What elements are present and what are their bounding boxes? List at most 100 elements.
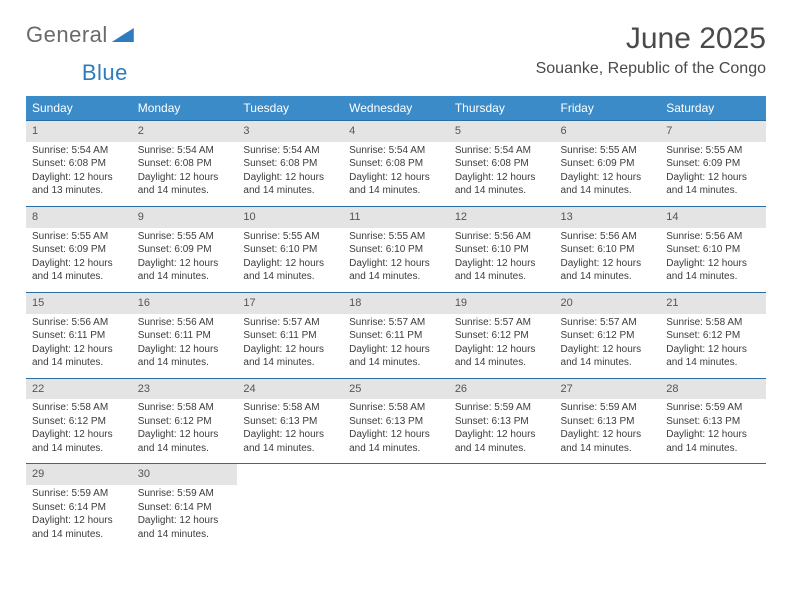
empty-cell — [555, 464, 661, 549]
day-details: Sunrise: 5:54 AMSunset: 6:08 PMDaylight:… — [449, 144, 555, 198]
weekday-header: Wednesday — [343, 96, 449, 121]
day-cell: 24Sunrise: 5:58 AMSunset: 6:13 PMDayligh… — [237, 378, 343, 464]
day-cell: 2Sunrise: 5:54 AMSunset: 6:08 PMDaylight… — [132, 121, 238, 207]
day-number: 18 — [343, 293, 449, 314]
day-cell: 23Sunrise: 5:58 AMSunset: 6:12 PMDayligh… — [132, 378, 238, 464]
title-block: June 2025 Souanke, Republic of the Congo — [536, 22, 766, 78]
empty-cell — [237, 464, 343, 549]
day-cell: 19Sunrise: 5:57 AMSunset: 6:12 PMDayligh… — [449, 292, 555, 378]
day-details: Sunrise: 5:56 AMSunset: 6:10 PMDaylight:… — [449, 230, 555, 284]
weekday-header: Monday — [132, 96, 238, 121]
day-details: Sunrise: 5:57 AMSunset: 6:11 PMDaylight:… — [237, 316, 343, 370]
day-number: 13 — [555, 207, 661, 228]
day-number: 6 — [555, 121, 661, 142]
day-number: 12 — [449, 207, 555, 228]
day-number: 15 — [26, 293, 132, 314]
day-cell: 21Sunrise: 5:58 AMSunset: 6:12 PMDayligh… — [660, 292, 766, 378]
calendar-row: 22Sunrise: 5:58 AMSunset: 6:12 PMDayligh… — [26, 378, 766, 464]
day-details: Sunrise: 5:56 AMSunset: 6:10 PMDaylight:… — [555, 230, 661, 284]
day-number: 8 — [26, 207, 132, 228]
day-cell: 26Sunrise: 5:59 AMSunset: 6:13 PMDayligh… — [449, 378, 555, 464]
day-details: Sunrise: 5:59 AMSunset: 6:14 PMDaylight:… — [132, 487, 238, 541]
day-cell: 25Sunrise: 5:58 AMSunset: 6:13 PMDayligh… — [343, 378, 449, 464]
day-cell: 17Sunrise: 5:57 AMSunset: 6:11 PMDayligh… — [237, 292, 343, 378]
day-cell: 10Sunrise: 5:55 AMSunset: 6:10 PMDayligh… — [237, 206, 343, 292]
day-details: Sunrise: 5:59 AMSunset: 6:13 PMDaylight:… — [449, 401, 555, 455]
day-number: 22 — [26, 379, 132, 400]
day-number: 3 — [237, 121, 343, 142]
day-details: Sunrise: 5:57 AMSunset: 6:11 PMDaylight:… — [343, 316, 449, 370]
day-number: 23 — [132, 379, 238, 400]
day-details: Sunrise: 5:59 AMSunset: 6:14 PMDaylight:… — [26, 487, 132, 541]
day-details: Sunrise: 5:54 AMSunset: 6:08 PMDaylight:… — [132, 144, 238, 198]
day-details: Sunrise: 5:58 AMSunset: 6:12 PMDaylight:… — [26, 401, 132, 455]
calendar-row: 1Sunrise: 5:54 AMSunset: 6:08 PMDaylight… — [26, 121, 766, 207]
weekday-header: Saturday — [660, 96, 766, 121]
day-details: Sunrise: 5:55 AMSunset: 6:10 PMDaylight:… — [237, 230, 343, 284]
day-number: 17 — [237, 293, 343, 314]
empty-cell — [449, 464, 555, 549]
day-cell: 29Sunrise: 5:59 AMSunset: 6:14 PMDayligh… — [26, 464, 132, 549]
day-details: Sunrise: 5:54 AMSunset: 6:08 PMDaylight:… — [26, 144, 132, 198]
day-details: Sunrise: 5:57 AMSunset: 6:12 PMDaylight:… — [449, 316, 555, 370]
day-cell: 3Sunrise: 5:54 AMSunset: 6:08 PMDaylight… — [237, 121, 343, 207]
day-cell: 8Sunrise: 5:55 AMSunset: 6:09 PMDaylight… — [26, 206, 132, 292]
day-details: Sunrise: 5:59 AMSunset: 6:13 PMDaylight:… — [555, 401, 661, 455]
weekday-header: Thursday — [449, 96, 555, 121]
day-details: Sunrise: 5:58 AMSunset: 6:13 PMDaylight:… — [343, 401, 449, 455]
day-details: Sunrise: 5:56 AMSunset: 6:11 PMDaylight:… — [132, 316, 238, 370]
calendar-row: 8Sunrise: 5:55 AMSunset: 6:09 PMDaylight… — [26, 206, 766, 292]
day-number: 30 — [132, 464, 238, 485]
day-cell: 13Sunrise: 5:56 AMSunset: 6:10 PMDayligh… — [555, 206, 661, 292]
day-details: Sunrise: 5:55 AMSunset: 6:09 PMDaylight:… — [132, 230, 238, 284]
calendar-row: 15Sunrise: 5:56 AMSunset: 6:11 PMDayligh… — [26, 292, 766, 378]
day-details: Sunrise: 5:56 AMSunset: 6:10 PMDaylight:… — [660, 230, 766, 284]
day-number: 19 — [449, 293, 555, 314]
day-details: Sunrise: 5:58 AMSunset: 6:13 PMDaylight:… — [237, 401, 343, 455]
day-number: 24 — [237, 379, 343, 400]
day-details: Sunrise: 5:58 AMSunset: 6:12 PMDaylight:… — [132, 401, 238, 455]
day-cell: 7Sunrise: 5:55 AMSunset: 6:09 PMDaylight… — [660, 121, 766, 207]
day-number: 27 — [555, 379, 661, 400]
empty-cell — [343, 464, 449, 549]
day-number: 29 — [26, 464, 132, 485]
day-details: Sunrise: 5:54 AMSunset: 6:08 PMDaylight:… — [343, 144, 449, 198]
day-details: Sunrise: 5:58 AMSunset: 6:12 PMDaylight:… — [660, 316, 766, 370]
day-details: Sunrise: 5:57 AMSunset: 6:12 PMDaylight:… — [555, 316, 661, 370]
logo-word1: General — [26, 22, 108, 48]
day-details: Sunrise: 5:55 AMSunset: 6:10 PMDaylight:… — [343, 230, 449, 284]
day-cell: 22Sunrise: 5:58 AMSunset: 6:12 PMDayligh… — [26, 378, 132, 464]
day-cell: 1Sunrise: 5:54 AMSunset: 6:08 PMDaylight… — [26, 121, 132, 207]
day-cell: 12Sunrise: 5:56 AMSunset: 6:10 PMDayligh… — [449, 206, 555, 292]
day-number: 25 — [343, 379, 449, 400]
day-number: 11 — [343, 207, 449, 228]
day-number: 16 — [132, 293, 238, 314]
day-number: 9 — [132, 207, 238, 228]
logo: General — [26, 22, 134, 48]
day-number: 14 — [660, 207, 766, 228]
calendar-table: Sunday Monday Tuesday Wednesday Thursday… — [26, 96, 766, 549]
weekday-header: Tuesday — [237, 96, 343, 121]
day-cell: 28Sunrise: 5:59 AMSunset: 6:13 PMDayligh… — [660, 378, 766, 464]
day-cell: 11Sunrise: 5:55 AMSunset: 6:10 PMDayligh… — [343, 206, 449, 292]
day-details: Sunrise: 5:55 AMSunset: 6:09 PMDaylight:… — [555, 144, 661, 198]
day-cell: 30Sunrise: 5:59 AMSunset: 6:14 PMDayligh… — [132, 464, 238, 549]
day-cell: 15Sunrise: 5:56 AMSunset: 6:11 PMDayligh… — [26, 292, 132, 378]
day-cell: 9Sunrise: 5:55 AMSunset: 6:09 PMDaylight… — [132, 206, 238, 292]
calendar-body: 1Sunrise: 5:54 AMSunset: 6:08 PMDaylight… — [26, 121, 766, 550]
day-cell: 18Sunrise: 5:57 AMSunset: 6:11 PMDayligh… — [343, 292, 449, 378]
day-number: 7 — [660, 121, 766, 142]
day-cell: 16Sunrise: 5:56 AMSunset: 6:11 PMDayligh… — [132, 292, 238, 378]
day-number: 5 — [449, 121, 555, 142]
day-cell: 14Sunrise: 5:56 AMSunset: 6:10 PMDayligh… — [660, 206, 766, 292]
day-details: Sunrise: 5:54 AMSunset: 6:08 PMDaylight:… — [237, 144, 343, 198]
day-number: 28 — [660, 379, 766, 400]
day-number: 10 — [237, 207, 343, 228]
day-cell: 5Sunrise: 5:54 AMSunset: 6:08 PMDaylight… — [449, 121, 555, 207]
day-cell: 4Sunrise: 5:54 AMSunset: 6:08 PMDaylight… — [343, 121, 449, 207]
page-title: June 2025 — [536, 22, 766, 56]
logo-shape — [112, 28, 134, 42]
empty-cell — [660, 464, 766, 549]
day-details: Sunrise: 5:55 AMSunset: 6:09 PMDaylight:… — [26, 230, 132, 284]
day-number: 1 — [26, 121, 132, 142]
